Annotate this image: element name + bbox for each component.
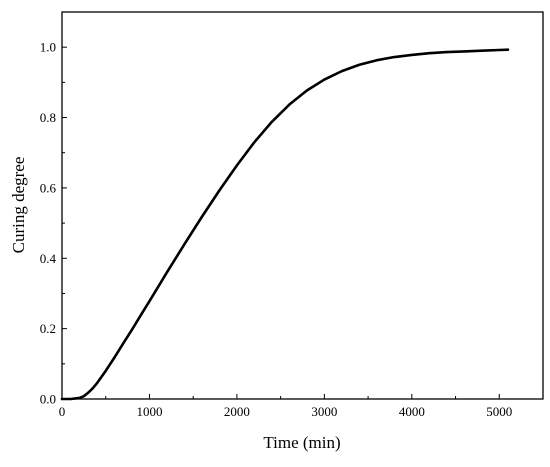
y-axis-title: Curing degree: [9, 157, 28, 254]
x-tick-label: 0: [59, 404, 66, 419]
x-tick-label: 3000: [311, 404, 337, 419]
plot-frame: [61, 11, 544, 400]
x-axis-ticks: 0 1000 2000 3000 4000 5000: [59, 394, 512, 419]
x-tick-label: 5000: [486, 404, 512, 419]
x-tick-label: 2000: [224, 404, 250, 419]
x-tick-label: 1000: [136, 404, 162, 419]
y-tick-label: 0.4: [40, 251, 57, 266]
series-layer: [60, 48, 510, 401]
y-tick-label: 0.8: [40, 110, 56, 125]
curing-degree-line: [60, 48, 510, 401]
y-tick-label: 1.0: [40, 40, 56, 55]
y-tick-label: 0.6: [40, 180, 57, 195]
x-tick-label: 4000: [399, 404, 425, 419]
y-tick-label: 0.0: [40, 392, 56, 407]
y-tick-label: 0.2: [40, 321, 56, 336]
x-axis-title: Time (min): [263, 433, 340, 452]
y-axis-ticks: 0.0 0.2 0.4 0.6 0.8 1.0: [40, 40, 67, 407]
